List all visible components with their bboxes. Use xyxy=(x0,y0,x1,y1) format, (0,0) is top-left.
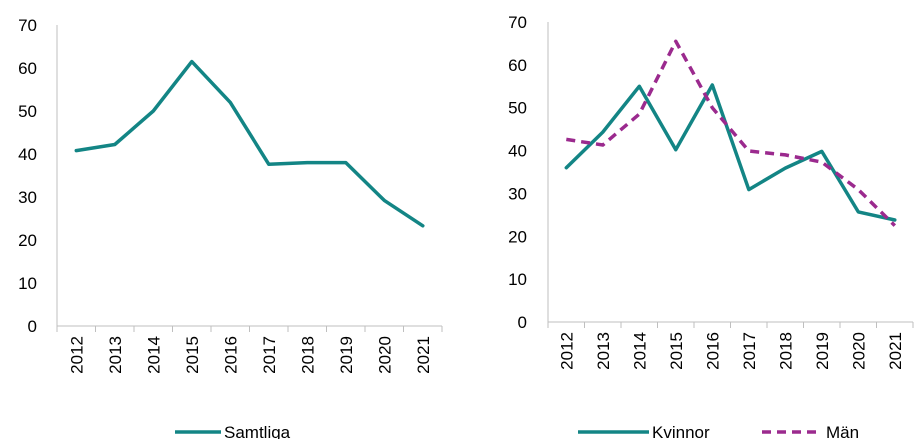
x-tick-label: 2017 xyxy=(260,336,279,374)
series-line-samtliga xyxy=(74,59,425,228)
y-tick-label: 10 xyxy=(18,274,37,293)
x-tick-label: 2021 xyxy=(414,336,433,374)
x-tick-label: 2020 xyxy=(849,332,868,370)
y-tick-label: 20 xyxy=(18,231,37,250)
x-tick-label: 2014 xyxy=(630,332,649,370)
legend-label: Samtliga xyxy=(224,423,291,439)
x-tick-label: 2015 xyxy=(183,336,202,374)
x-tick-label: 2018 xyxy=(298,336,317,374)
chart-1: 0 10 20 30 40 50 60 70 2012 2013 2014 2015 2016 2017 2… xyxy=(18,16,443,439)
y-tick-label: 60 xyxy=(18,59,37,78)
x-tick-label: 2016 xyxy=(703,332,722,370)
y-tick-label: 50 xyxy=(508,99,527,118)
legend-label: Män xyxy=(826,423,859,439)
series-line-m-n xyxy=(566,39,897,227)
y-tick-label: 0 xyxy=(518,313,527,332)
series-line-kvinnor xyxy=(564,83,897,222)
y-tick-label: 50 xyxy=(18,102,37,121)
x-tick-label: 2012 xyxy=(557,332,576,370)
y-tick-label: 60 xyxy=(508,56,527,75)
x-tick-label: 2021 xyxy=(886,332,905,370)
x-tick-label: 2013 xyxy=(594,332,613,370)
y-tick-label: 20 xyxy=(508,227,527,246)
y-tick-label: 40 xyxy=(508,142,527,161)
chart-2: 0 10 20 30 40 50 60 70 2012 2013 2014 2015 2016 2017 2… xyxy=(508,13,914,439)
y-tick-label: 30 xyxy=(508,184,527,203)
x-tick-label: 2019 xyxy=(337,336,356,374)
y-tick-label: 30 xyxy=(18,188,37,207)
y-tick-label: 70 xyxy=(18,16,37,35)
y-tick-label: 0 xyxy=(28,317,37,336)
x-tick-label: 2015 xyxy=(667,332,686,370)
x-tick-label: 2017 xyxy=(740,332,759,370)
x-tick-label: 2020 xyxy=(375,336,394,374)
y-tick-label: 70 xyxy=(508,13,527,32)
legend-label: Kvinnor xyxy=(652,423,710,439)
x-tick-label: 2013 xyxy=(106,336,125,374)
y-tick-label: 10 xyxy=(508,270,527,289)
x-tick-label: 2018 xyxy=(776,332,795,370)
x-tick-label: 2016 xyxy=(221,336,240,374)
x-tick-label: 2012 xyxy=(67,336,86,374)
x-tick-label: 2014 xyxy=(144,336,163,374)
x-tick-label: 2019 xyxy=(813,332,832,370)
y-tick-label: 40 xyxy=(18,145,37,164)
